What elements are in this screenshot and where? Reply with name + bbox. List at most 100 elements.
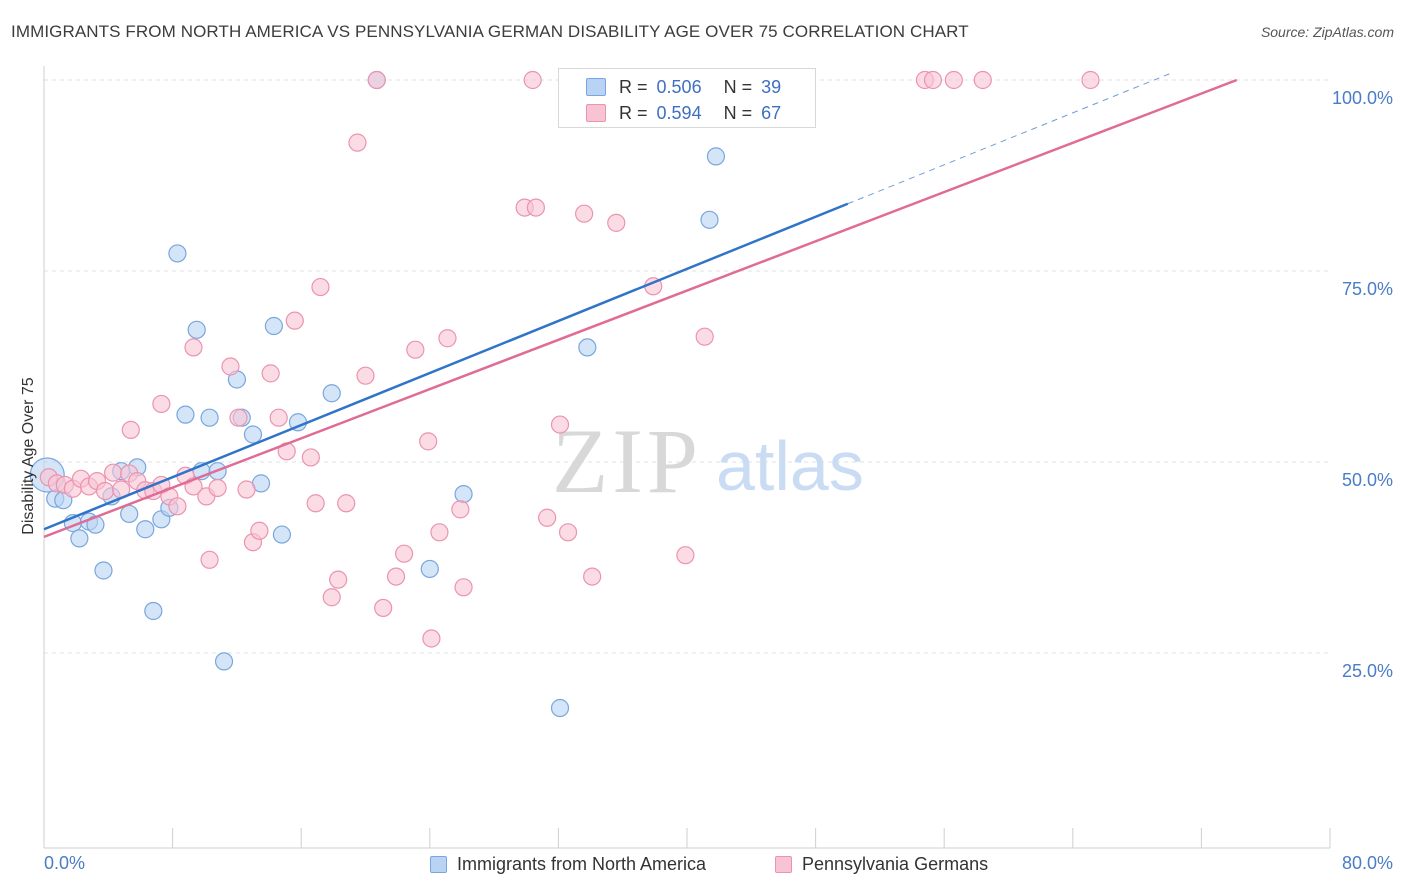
stats-swatch-pink — [586, 104, 606, 122]
data-point-pennsylvania-germans — [676, 546, 695, 565]
data-point-pennsylvania-germans — [607, 213, 626, 232]
data-point-pennsylvania-germans — [261, 364, 280, 383]
data-point-pennsylvania-germans — [250, 521, 269, 540]
legend-item-pennsylvania-germans[interactable]: Pennsylvania Germans — [775, 854, 988, 875]
data-point-pennsylvania-germans — [406, 340, 425, 359]
data-point-immigrants — [322, 384, 341, 403]
tick-labels-layer: 25.0% 50.0% 75.0% 100.0% 0.0% 80.0% — [44, 88, 1393, 873]
data-point-pennsylvania-germans — [367, 70, 386, 90]
data-point-pennsylvania-germans — [95, 481, 115, 501]
stats-swatch-blue — [586, 78, 606, 96]
y-tick-label: 25.0% — [1342, 661, 1393, 681]
legend-swatch-blue — [430, 856, 447, 873]
data-point-pennsylvania-germans — [200, 550, 219, 569]
chart-legend: Immigrants from North America Pennsylvan… — [0, 850, 1406, 880]
data-point-pennsylvania-germans — [306, 494, 325, 513]
data-point-immigrants — [120, 504, 139, 524]
data-point-pennsylvania-germans — [451, 500, 470, 519]
legend-swatch-pink — [775, 856, 792, 873]
data-point-pennsylvania-germans — [229, 408, 248, 427]
data-point-pennsylvania-germans — [152, 394, 171, 414]
data-point-pennsylvania-germans — [558, 523, 578, 542]
x-tick-label: 0.0% — [44, 853, 85, 873]
data-point-immigrants — [578, 338, 597, 357]
data-point-pennsylvania-germans — [168, 497, 187, 516]
trendline-immigrants — [43, 202, 849, 531]
data-point-pennsylvania-germans — [121, 420, 140, 440]
data-point-pennsylvania-germans — [419, 432, 438, 451]
chart-title: IMMIGRANTS FROM NORTH AMERICA VS PENNSYL… — [11, 22, 969, 41]
data-point-pennsylvania-germans — [184, 338, 203, 357]
data-point-immigrants — [70, 529, 89, 548]
stats-r-label: R = — [619, 102, 648, 123]
data-point-pennsylvania-germans — [237, 480, 256, 499]
data-point-pennsylvania-germans — [550, 415, 570, 434]
legend-label: Immigrants from North America — [457, 854, 707, 874]
x-tick-label: 80.0% — [1342, 853, 1393, 873]
data-point-immigrants — [144, 601, 163, 621]
data-point-pennsylvania-germans — [285, 311, 304, 330]
data-point-pennsylvania-germans — [329, 570, 348, 589]
data-point-immigrants — [550, 698, 570, 718]
trendlines-layer — [43, 73, 1238, 539]
stats-legend-box: R = 0.506 N = 39 R = 0.594 N = 67 — [558, 68, 816, 128]
legend-label: Pennsylvania Germans — [802, 854, 989, 874]
data-point-immigrants — [168, 244, 187, 263]
data-point-immigrants — [214, 652, 234, 671]
source-credit: Source: ZipAtlas.com — [1260, 24, 1394, 40]
data-point-pennsylvania-germans — [104, 463, 123, 482]
data-point-pennsylvania-germans — [394, 544, 414, 563]
watermark-atlas: atlas — [716, 427, 864, 505]
stats-n-value: 67 — [761, 102, 782, 123]
data-point-immigrants — [94, 561, 113, 580]
data-point-pennsylvania-germans — [454, 578, 473, 597]
data-point-pennsylvania-germans — [269, 408, 288, 427]
data-point-pennsylvania-germans — [430, 523, 449, 542]
data-point-pennsylvania-germans — [944, 70, 963, 90]
data-point-pennsylvania-germans — [348, 133, 367, 152]
stats-row-pink: R = 0.594 N = 67 — [619, 101, 781, 125]
data-point-immigrants — [176, 405, 195, 424]
data-point-pennsylvania-germans — [337, 494, 356, 513]
data-point-pennsylvania-germans — [208, 478, 227, 498]
data-point-pennsylvania-germans — [438, 329, 457, 348]
stats-r-label: R = — [619, 76, 648, 97]
data-point-pennsylvania-germans — [583, 567, 602, 586]
data-point-pennsylvania-germans — [301, 448, 320, 467]
data-point-immigrants — [454, 484, 473, 504]
trendline-pennsylvania-germans — [43, 78, 1238, 539]
data-point-pennsylvania-germans — [523, 70, 542, 90]
stats-n-label: N = — [723, 76, 753, 97]
y-tick-label: 75.0% — [1342, 279, 1393, 299]
data-point-pennsylvania-germans — [374, 598, 393, 618]
points-layer — [29, 70, 1100, 718]
watermark-zip: ZIP — [552, 410, 702, 512]
data-point-immigrants — [706, 147, 726, 166]
data-point-immigrants — [420, 559, 439, 579]
data-point-pennsylvania-germans — [923, 70, 943, 90]
data-point-pennsylvania-germans — [575, 204, 594, 223]
data-point-immigrants — [700, 210, 719, 229]
data-point-pennsylvania-germans — [1081, 70, 1100, 90]
y-tick-label: 50.0% — [1342, 470, 1393, 490]
stats-row-blue: R = 0.506 N = 39 — [619, 75, 781, 99]
data-point-immigrants — [243, 425, 263, 444]
data-point-pennsylvania-germans — [356, 366, 375, 385]
legend-item-immigrants[interactable]: Immigrants from North America — [430, 854, 706, 875]
data-point-immigrants — [200, 408, 219, 427]
data-point-pennsylvania-germans — [386, 567, 406, 586]
trendline-immigrants-projection — [847, 73, 1170, 205]
stats-r-value: 0.594 — [656, 102, 702, 123]
stats-n-label: N = — [723, 102, 753, 123]
data-point-pennsylvania-germans — [311, 277, 330, 297]
data-point-immigrants — [272, 525, 292, 544]
data-point-pennsylvania-germans — [221, 357, 240, 376]
y-axis-title: Disability Age Over 75 — [20, 377, 37, 535]
data-point-pennsylvania-germans — [322, 588, 341, 607]
data-point-pennsylvania-germans — [538, 508, 557, 527]
data-point-pennsylvania-germans — [526, 198, 545, 217]
data-point-pennsylvania-germans — [973, 70, 992, 90]
y-tick-label: 100.0% — [1332, 88, 1393, 108]
data-point-immigrants — [187, 320, 206, 339]
